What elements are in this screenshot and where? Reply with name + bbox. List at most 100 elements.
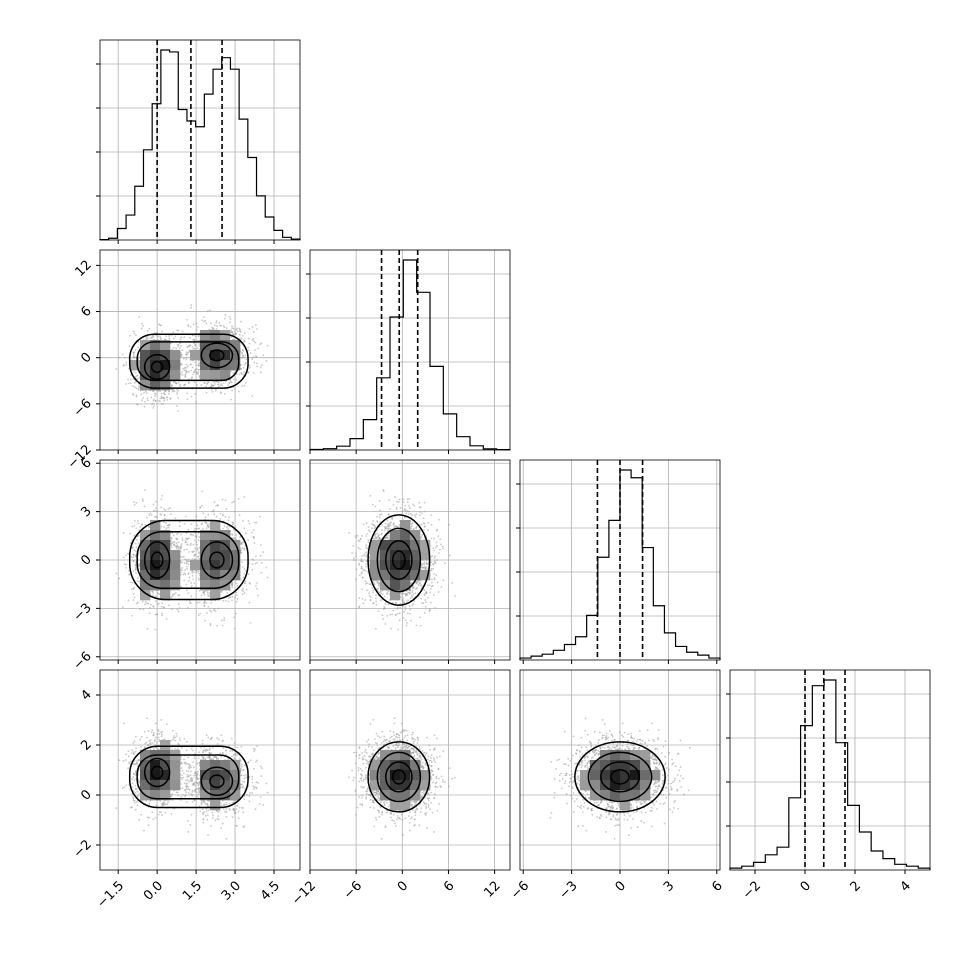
density-cell xyxy=(230,550,241,561)
density-cell xyxy=(190,350,201,361)
scatter-point xyxy=(154,507,157,510)
scatter-point xyxy=(195,571,198,573)
scatter-point xyxy=(138,529,141,532)
scatter-point xyxy=(228,381,231,384)
scatter-point xyxy=(404,606,407,609)
density-cell xyxy=(150,380,161,391)
scatter-point xyxy=(252,356,255,358)
scatter-point xyxy=(222,527,224,530)
scatter-point xyxy=(408,504,410,507)
scatter-point xyxy=(230,398,232,401)
scatter-point xyxy=(430,567,433,570)
scatter-point xyxy=(168,604,170,607)
scatter-point xyxy=(172,331,175,334)
scatter-point xyxy=(214,388,217,391)
density-cell xyxy=(220,350,231,361)
scatter-point xyxy=(135,334,137,337)
scatter-point xyxy=(194,335,197,338)
scatter-point xyxy=(171,542,174,545)
scatter-point xyxy=(138,316,141,318)
scatter-point xyxy=(383,605,386,608)
scatter-point xyxy=(140,327,143,330)
density-cell xyxy=(200,550,211,561)
scatter-point xyxy=(176,393,179,395)
scatter-point xyxy=(194,347,196,350)
scatter-point xyxy=(200,504,203,507)
density-cell xyxy=(200,350,211,361)
scatter-point xyxy=(251,568,254,571)
scatter-point xyxy=(239,330,241,333)
scatter-point xyxy=(218,385,220,388)
scatter-point xyxy=(138,580,141,583)
scatter-point xyxy=(175,542,178,545)
scatter-point xyxy=(243,332,246,335)
contour-line xyxy=(143,541,171,579)
scatter-point xyxy=(409,512,412,515)
scatter-point xyxy=(132,356,135,359)
scatter-point xyxy=(245,381,247,384)
scatter-point xyxy=(242,541,245,544)
scatter-point xyxy=(173,390,176,393)
scatter-point xyxy=(161,612,163,615)
scatter-point xyxy=(123,356,126,359)
scatter-point xyxy=(196,547,199,550)
scatter-point xyxy=(200,594,203,597)
scatter-point xyxy=(179,338,182,341)
histogram-step-line xyxy=(309,259,511,451)
scatter-point xyxy=(187,528,190,531)
scatter-point xyxy=(178,606,181,609)
scatter-point xyxy=(179,546,182,549)
scatter-point xyxy=(194,532,197,535)
scatter-point xyxy=(196,543,199,546)
scatter-point xyxy=(142,397,145,399)
scatter-point xyxy=(231,532,233,535)
scatter-point xyxy=(205,601,208,604)
scatter-point xyxy=(189,544,192,547)
scatter-point xyxy=(198,536,201,539)
scatter-point xyxy=(198,375,201,377)
scatter-point xyxy=(204,319,207,322)
scatter-point xyxy=(165,522,167,524)
scatter-point xyxy=(186,392,188,394)
scatter-point xyxy=(189,336,191,339)
scatter-point xyxy=(135,566,137,569)
scatter-point xyxy=(240,542,243,545)
scatter-point xyxy=(186,318,188,321)
scatter-point xyxy=(254,341,257,344)
scatter-point xyxy=(185,366,188,369)
scatter-point xyxy=(183,561,186,564)
scatter-point xyxy=(144,600,147,603)
scatter-point xyxy=(190,306,192,309)
scatter-point xyxy=(229,370,232,373)
scatter-point xyxy=(248,522,251,525)
scatter-point xyxy=(162,402,165,405)
scatter-point xyxy=(194,553,197,556)
scatter-point xyxy=(172,595,175,598)
scatter-point xyxy=(216,504,219,506)
scatter-point xyxy=(223,619,225,622)
scatter-point xyxy=(141,600,144,603)
scatter-point xyxy=(236,327,239,330)
scatter-point xyxy=(186,560,189,563)
scatter-point xyxy=(163,391,166,394)
scatter-point xyxy=(221,624,224,627)
scatter-point xyxy=(244,580,247,583)
scatter-point xyxy=(257,347,259,350)
scatter-point xyxy=(133,370,135,372)
scatter-point xyxy=(243,592,246,594)
scatter-point xyxy=(444,562,447,565)
scatter-point xyxy=(183,367,186,370)
scatter-point xyxy=(166,396,169,399)
scatter-point xyxy=(249,621,252,624)
scatter-point xyxy=(235,538,238,541)
panel-content xyxy=(100,250,300,450)
scatter-point xyxy=(153,515,156,518)
scatter-point xyxy=(251,358,253,360)
scatter-point xyxy=(136,374,139,377)
scatter-point xyxy=(134,568,137,571)
scatter-point xyxy=(198,339,201,342)
scatter-point xyxy=(183,336,186,339)
scatter-point xyxy=(257,594,259,597)
scatter-point xyxy=(135,572,138,575)
density-cell xyxy=(210,550,221,561)
